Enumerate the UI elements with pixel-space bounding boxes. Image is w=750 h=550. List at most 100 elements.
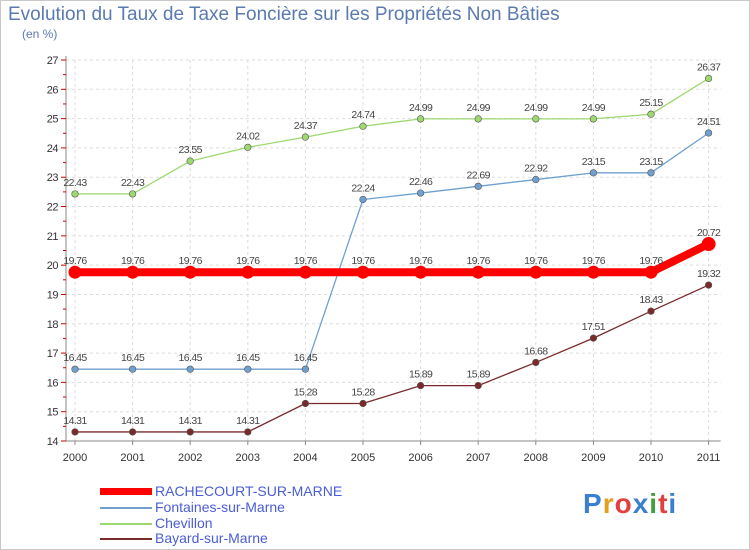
y-tick-label: 19 xyxy=(47,289,59,301)
data-label: 14.31 xyxy=(179,415,203,427)
y-tick-label: 21 xyxy=(47,231,59,243)
logo-letter: x xyxy=(632,488,650,519)
x-tick-label: 2010 xyxy=(639,452,663,464)
series-line xyxy=(74,284,710,433)
x-tick-label: 2004 xyxy=(293,452,317,464)
data-point xyxy=(589,115,598,123)
data-label: 20.72 xyxy=(697,227,721,239)
data-label: 22.24 xyxy=(351,183,375,195)
data-point xyxy=(359,195,367,204)
x-tick-label: 2009 xyxy=(581,452,605,464)
data-point xyxy=(301,399,310,408)
chart-title: Evolution du Taux de Taxe Foncière sur l… xyxy=(8,4,560,25)
x-tick-label: 2007 xyxy=(466,452,490,464)
y-tick-label: 23 xyxy=(47,172,59,184)
data-label: 22.43 xyxy=(121,177,145,189)
data-point xyxy=(704,129,713,137)
series-line xyxy=(74,132,710,370)
data-point xyxy=(701,237,716,252)
data-label: 16.45 xyxy=(179,352,203,364)
data-point xyxy=(417,382,425,390)
data-point xyxy=(532,115,540,123)
proxiti-logo: Proxiti xyxy=(583,488,677,520)
data-point xyxy=(589,169,598,177)
data-point xyxy=(298,265,312,279)
data-point xyxy=(529,265,543,279)
data-point xyxy=(301,365,310,373)
legend-label: Bayard-sur-Marne xyxy=(155,530,268,546)
data-point xyxy=(71,365,79,373)
data-label: 22.92 xyxy=(524,163,548,175)
data-point xyxy=(474,115,482,123)
data-point xyxy=(647,169,655,177)
x-tick-label: 2008 xyxy=(524,452,548,464)
data-point xyxy=(301,133,310,141)
data-point xyxy=(183,265,197,279)
data-label: 19.76 xyxy=(524,255,548,267)
data-point xyxy=(126,265,140,279)
y-tick-label: 22 xyxy=(47,202,59,214)
data-label: 25.15 xyxy=(639,97,663,109)
data-label: 24.02 xyxy=(236,130,260,142)
data-point xyxy=(644,265,658,279)
data-point xyxy=(647,307,655,315)
x-tick-label: 2005 xyxy=(351,452,375,464)
data-point xyxy=(704,281,713,289)
y-tick-label: 15 xyxy=(47,407,59,419)
data-point xyxy=(129,190,137,198)
data-label: 15.28 xyxy=(351,386,375,398)
data-point xyxy=(586,265,600,279)
y-tick-label: 17 xyxy=(47,348,59,360)
x-tick-label: 2011 xyxy=(697,452,721,464)
data-point xyxy=(532,358,540,367)
logo-letter: t xyxy=(658,488,669,519)
data-label: 19.76 xyxy=(121,255,145,267)
series-line xyxy=(74,77,710,195)
x-tick-label: 2001 xyxy=(120,452,144,464)
y-tick-label: 24 xyxy=(47,143,59,155)
y-tick-label: 18 xyxy=(47,319,59,331)
data-point xyxy=(359,122,367,130)
data-point xyxy=(414,265,428,279)
data-label: 23.15 xyxy=(582,156,606,168)
data-label: 24.51 xyxy=(697,116,721,128)
data-point xyxy=(244,428,252,436)
data-point xyxy=(186,157,194,165)
y-tick-label: 27 xyxy=(47,55,59,67)
data-label: 14.31 xyxy=(121,415,145,427)
data-label: 24.99 xyxy=(467,102,491,114)
legend-swatch xyxy=(100,538,152,540)
data-point xyxy=(532,175,540,184)
data-point xyxy=(356,265,370,279)
y-tick-label: 16 xyxy=(47,377,59,389)
data-point xyxy=(417,189,425,197)
series-line xyxy=(71,240,713,277)
data-label: 24.99 xyxy=(524,102,548,114)
data-label: 22.43 xyxy=(63,177,87,189)
data-label: 22.46 xyxy=(409,176,433,188)
data-label: 19.76 xyxy=(63,255,87,267)
data-label: 19.76 xyxy=(351,255,375,267)
data-label: 24.74 xyxy=(351,109,375,121)
legend-label: RACHECOURT-SUR-MARNE xyxy=(155,483,343,499)
logo-letter: i xyxy=(668,488,678,519)
data-label: 17.51 xyxy=(582,321,606,333)
logo-letter: i xyxy=(649,488,659,519)
legend-label: Fontaines-sur-Marne xyxy=(155,499,285,515)
x-tick-label: 2006 xyxy=(408,452,432,464)
data-label: 19.76 xyxy=(467,255,491,267)
data-label: 26.37 xyxy=(697,61,721,73)
data-label: 16.45 xyxy=(236,352,260,364)
data-point xyxy=(129,428,137,436)
data-label: 18.43 xyxy=(639,294,663,306)
data-label: 22.69 xyxy=(467,169,491,181)
legend-swatch xyxy=(100,488,152,495)
unit-label: (en %) xyxy=(22,27,58,41)
data-point xyxy=(244,143,252,151)
data-label: 23.15 xyxy=(639,156,663,168)
data-label: 16.45 xyxy=(121,352,145,364)
data-label: 14.31 xyxy=(236,415,260,427)
legend-label: Chevillon xyxy=(155,515,213,531)
data-label: 19.76 xyxy=(582,255,606,267)
